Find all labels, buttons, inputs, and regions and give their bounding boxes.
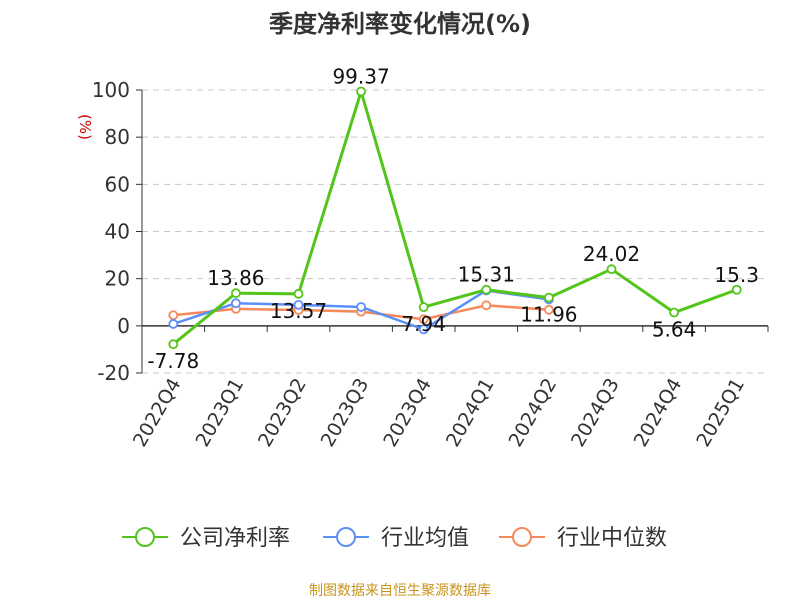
data-label: -7.78 bbox=[147, 349, 199, 373]
data-label: 11.96 bbox=[520, 303, 577, 327]
data-point[interactable] bbox=[293, 288, 304, 299]
y-tick-label: 60 bbox=[105, 172, 130, 196]
x-tick-label: 2024Q1 bbox=[442, 375, 499, 451]
data-point[interactable] bbox=[356, 86, 367, 97]
legend-label: 行业中位数 bbox=[557, 526, 667, 551]
data-label: 5.64 bbox=[652, 318, 697, 342]
y-tick-label: 80 bbox=[105, 125, 130, 149]
legend-label: 行业均值 bbox=[381, 526, 469, 551]
data-label: 13.86 bbox=[207, 266, 264, 290]
series-line bbox=[172, 89, 738, 346]
grid-lines bbox=[142, 89, 768, 374]
legend-label: 公司净利率 bbox=[180, 526, 290, 551]
data-point[interactable] bbox=[669, 307, 679, 318]
data-point[interactable] bbox=[481, 300, 492, 311]
legend-swatch-marker bbox=[336, 527, 356, 547]
data-point[interactable] bbox=[481, 284, 492, 295]
data-label: 13.57 bbox=[270, 299, 327, 323]
data-label: 15.3 bbox=[714, 263, 759, 287]
data-point[interactable] bbox=[168, 339, 179, 350]
x-tick-label: 2023Q4 bbox=[379, 375, 436, 451]
legend-swatch-marker bbox=[135, 527, 155, 547]
legend[interactable]: 公司净利率 行业均值 行业中位数 bbox=[122, 526, 667, 551]
data-point[interactable] bbox=[544, 292, 554, 303]
data-point[interactable] bbox=[356, 302, 367, 312]
x-tick-label: 2024Q4 bbox=[630, 375, 687, 451]
x-tick-label: 2024Q3 bbox=[567, 375, 624, 451]
source-note: 制图数据来自恒生聚源数据库 bbox=[309, 583, 491, 599]
y-tick-label: 100 bbox=[92, 78, 130, 102]
data-point[interactable] bbox=[168, 310, 179, 321]
chart-title: 季度净利率变化情况(%) bbox=[269, 10, 531, 38]
y-axis-unit-label: (%) bbox=[76, 114, 94, 140]
legend-item[interactable]: 公司净利率 bbox=[122, 526, 290, 551]
legend-item[interactable]: 行业中位数 bbox=[499, 526, 667, 551]
x-tick-label: 2023Q3 bbox=[317, 375, 374, 451]
y-tick-label: 20 bbox=[105, 267, 130, 291]
data-point[interactable] bbox=[168, 319, 179, 329]
data-point[interactable] bbox=[606, 264, 617, 275]
data-point[interactable] bbox=[544, 304, 554, 315]
data-label: 24.02 bbox=[583, 242, 640, 266]
legend-item[interactable]: 行业均值 bbox=[323, 526, 469, 551]
x-tick-label: 2023Q2 bbox=[254, 375, 311, 451]
data-point[interactable] bbox=[230, 298, 241, 309]
data-point[interactable] bbox=[293, 299, 304, 310]
data-point[interactable] bbox=[418, 314, 429, 325]
data-label: 7.94 bbox=[401, 312, 446, 336]
legend-swatch-marker bbox=[512, 527, 532, 547]
series-lines bbox=[168, 86, 742, 350]
y-tick-label: 0 bbox=[117, 314, 130, 338]
x-tick-label: 2023Q1 bbox=[191, 375, 248, 451]
data-point[interactable] bbox=[731, 284, 742, 295]
data-point[interactable] bbox=[418, 302, 429, 313]
data-point[interactable] bbox=[418, 324, 429, 335]
y-tick-label: 40 bbox=[105, 220, 130, 244]
data-label: 15.31 bbox=[458, 263, 515, 287]
y-tick-label: -20 bbox=[97, 361, 130, 385]
data-point[interactable] bbox=[230, 288, 241, 299]
x-tick-label: 2024Q2 bbox=[504, 375, 561, 451]
data-label: 99.37 bbox=[332, 64, 389, 88]
x-tick-label: 2022Q4 bbox=[129, 375, 186, 451]
x-tick-label: 2025Q1 bbox=[692, 375, 749, 451]
